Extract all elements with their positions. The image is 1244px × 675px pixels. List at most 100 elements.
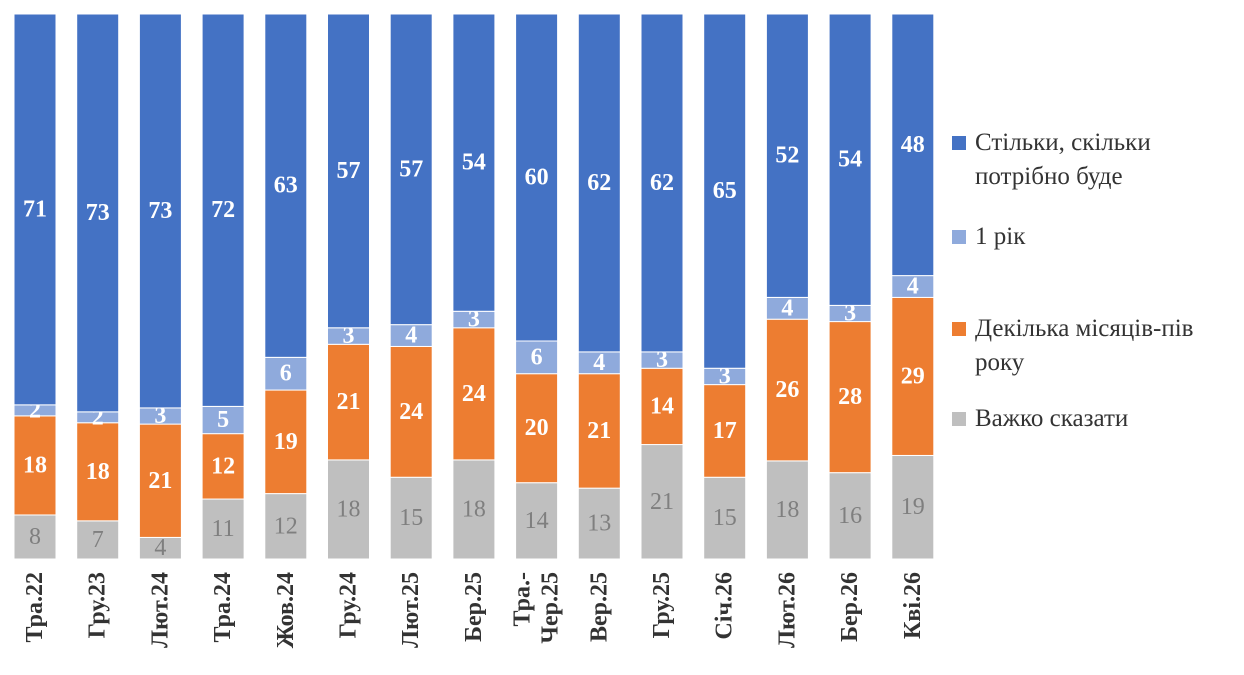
bar-segment	[515, 13, 559, 342]
bar-segment	[138, 423, 182, 538]
data-label: 21	[337, 389, 361, 415]
data-label: 73	[148, 198, 172, 224]
bar-segment	[76, 422, 120, 522]
bar-segment	[640, 13, 684, 353]
data-label: 21	[148, 468, 172, 494]
bar-segment	[515, 482, 559, 560]
legend-label: 1 рік	[975, 223, 1026, 250]
data-label: 57	[337, 158, 361, 184]
category-label: Кві.26	[900, 572, 926, 639]
data-label: 28	[838, 384, 862, 410]
data-label: 72	[211, 197, 235, 223]
data-label: 63	[274, 173, 298, 199]
bar-segment	[452, 13, 496, 312]
data-label: 4	[781, 295, 793, 321]
bar-segment	[703, 13, 747, 369]
data-label: 19	[274, 429, 298, 455]
data-label: 3	[656, 347, 668, 373]
data-label: 19	[901, 494, 925, 520]
bar-segment	[264, 356, 308, 391]
bar-segment	[327, 459, 370, 560]
data-label: 21	[650, 489, 674, 515]
bar-segment	[201, 13, 245, 407]
data-label: 3	[468, 307, 480, 333]
bar-segment	[452, 459, 496, 560]
data-label: 18	[337, 496, 361, 522]
data-label: 11	[212, 516, 235, 542]
bar-segment	[640, 367, 684, 446]
bar-segment	[765, 460, 809, 560]
category-label: Лют.24	[147, 572, 173, 648]
data-label: 3	[844, 300, 856, 326]
data-label: 6	[531, 344, 543, 370]
data-label: 8	[29, 524, 41, 550]
data-label: 15	[399, 505, 423, 531]
data-label: 62	[587, 170, 611, 196]
legend-swatch	[952, 412, 966, 426]
data-label: 57	[399, 156, 423, 182]
data-label: 3	[343, 323, 355, 349]
bar-segment	[201, 405, 245, 435]
bar-segment	[201, 498, 245, 560]
category-label: Гру.23	[85, 572, 111, 638]
data-label: 4	[907, 274, 919, 300]
data-label: 4	[154, 535, 166, 561]
data-label: 4	[593, 350, 605, 376]
category-label: Гру.24	[336, 572, 362, 638]
legend-swatch	[952, 136, 966, 150]
bar-segment	[703, 476, 747, 560]
data-label: 54	[838, 147, 862, 173]
legend-item: Декілька місяців-пів року	[952, 312, 1193, 380]
bar-segment	[264, 389, 308, 495]
data-label: 18	[462, 496, 486, 522]
bar-segment	[765, 13, 809, 298]
bar-segment	[703, 384, 747, 478]
data-label: 6	[280, 361, 292, 387]
bar-segment	[138, 13, 182, 409]
data-label: 5	[217, 407, 229, 433]
category-label: Чер.25	[538, 572, 564, 644]
bar-segment	[201, 433, 245, 500]
data-label: 15	[713, 505, 737, 531]
bar-segment	[389, 13, 433, 326]
category-label: Тра.24	[210, 572, 236, 642]
data-label: 24	[462, 381, 486, 407]
data-label: 7	[92, 527, 104, 553]
bar-segment	[891, 13, 935, 277]
legend-swatch	[952, 322, 966, 336]
bar-segment	[76, 520, 120, 560]
category-labels-group: Тра.22 Гру.23 Лют.24 Тра.24 Жов.24 Гру.24 Лют.…	[22, 572, 926, 648]
category-label: Гру.25	[649, 572, 675, 638]
category-label: Лют.26	[774, 572, 800, 648]
data-label: 65	[713, 178, 737, 204]
bar-segment	[891, 296, 935, 456]
bar-segment	[828, 472, 872, 560]
data-label: 24	[399, 399, 423, 425]
data-label: 4	[405, 323, 417, 349]
category-label: Бер.26	[837, 572, 863, 642]
category-label: Вер.25	[586, 572, 612, 642]
category-label: Бер.25	[461, 572, 487, 642]
data-label: 17	[713, 418, 737, 444]
category-label: Жов.24	[273, 572, 299, 648]
data-label: 3	[719, 363, 731, 389]
bar-segment	[515, 340, 559, 375]
bar-segment	[13, 13, 57, 406]
bars-group: 8182717182734213731112572121966318213571…	[13, 13, 935, 561]
data-label: 12	[211, 453, 235, 479]
bar-segment	[389, 476, 433, 560]
bar-segment	[577, 13, 621, 353]
bar-segment	[264, 493, 308, 560]
bar-segment	[577, 487, 621, 560]
bar-segment	[452, 327, 496, 461]
data-label: 12	[274, 513, 298, 539]
category-label: Січ.26	[712, 572, 738, 640]
data-label: 54	[462, 150, 486, 176]
data-label: 71	[23, 196, 47, 222]
data-label: 29	[901, 363, 925, 389]
data-label: 18	[775, 497, 799, 523]
bar-segment	[13, 514, 57, 560]
data-label: 18	[23, 452, 47, 478]
data-label: 73	[86, 200, 110, 226]
legend-item: Стільки, скільки потрібно буде	[952, 126, 1151, 194]
